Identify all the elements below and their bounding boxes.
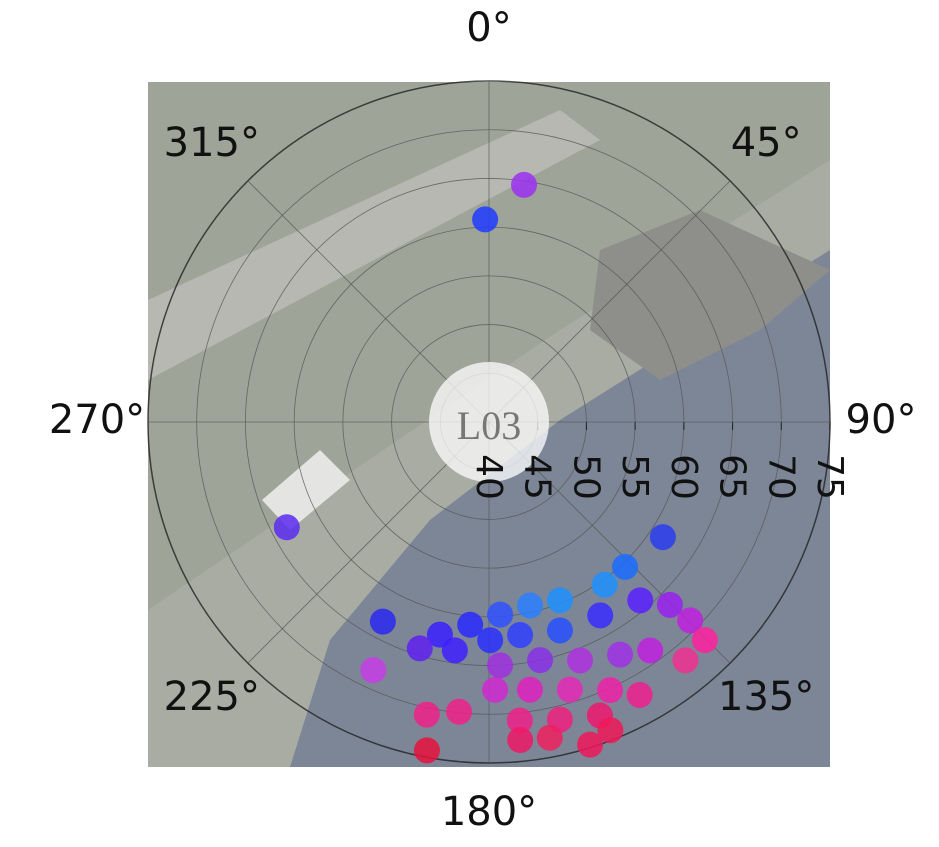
point [591,571,618,598]
point [587,602,614,629]
point [273,514,300,541]
radial-tick-label: 40 [468,454,509,500]
radial-tick-label: 60 [663,454,704,500]
point [487,652,514,679]
angular-tick-label: 180° [441,789,537,835]
point [516,676,543,703]
point [567,647,594,674]
point [677,607,704,634]
points [273,171,718,764]
angular-tick-label: 225° [164,674,260,720]
point [413,737,440,764]
point [597,717,624,744]
point [369,608,396,635]
point [507,727,534,754]
point [527,647,554,674]
angular-tick-label: 0° [466,5,511,51]
point [360,657,387,684]
angular-tick-label: 90° [846,397,917,443]
point [627,587,654,614]
point [546,617,573,644]
point [477,627,504,654]
angular-tick-label: 315° [164,120,260,166]
angular-tick-label: 270° [49,397,145,443]
center-disc [429,362,549,482]
point [577,731,604,758]
radial-tick-label: 45 [517,454,558,500]
point [406,635,433,662]
point [482,676,509,703]
radial-tick-label: 75 [809,454,850,500]
point [607,641,634,668]
angular-tick-label: 135° [718,674,814,720]
point [597,677,624,704]
angular-tick-label: 45° [731,120,802,166]
point [487,601,514,628]
radial-tick-label: 65 [712,454,753,500]
point [413,701,440,728]
point [446,698,473,725]
point [457,611,484,638]
point [656,591,683,618]
point [626,681,653,708]
radial-tick-label: 70 [760,454,801,500]
radial-tick-label: 55 [614,454,655,500]
point [556,676,583,703]
point [506,707,533,734]
point [472,206,499,233]
point [546,587,573,614]
point [536,724,563,751]
point [672,647,699,674]
center-label: L03 [457,403,521,448]
point [691,627,718,654]
axis-labels: 40 45 50 55 60 65 70 75 0° 45° 90° 135° 180° 225° 270°… [49,5,917,835]
point [441,637,468,664]
radial-tick-label: 50 [565,454,606,500]
point [637,637,664,664]
point [517,592,544,619]
point [649,524,676,551]
point [507,622,534,649]
point [511,171,538,198]
point [612,553,639,580]
